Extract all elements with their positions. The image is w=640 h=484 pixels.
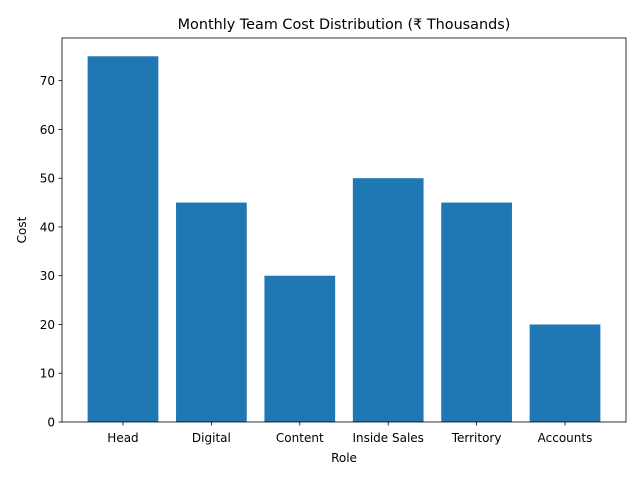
y-tick-label: 10: [40, 367, 55, 381]
y-axis-label: Cost: [15, 216, 29, 243]
y-tick-label: 20: [40, 318, 55, 332]
y-tick-label: 0: [47, 416, 55, 430]
axes-frame: [61, 37, 627, 423]
x-tick-label: Territory: [451, 431, 502, 445]
y-tick-label: 60: [40, 123, 55, 137]
bar-content: [264, 275, 336, 422]
bar-accounts: [529, 324, 601, 422]
x-tick-label: Head: [107, 431, 138, 445]
bar-head: [87, 56, 159, 423]
x-tick-label: Inside Sales: [352, 431, 423, 445]
bar-inside-sales: [352, 178, 424, 422]
x-tick-label: Accounts: [538, 431, 593, 445]
y-tick-label: 40: [40, 220, 55, 234]
y-tick-label: 70: [40, 74, 55, 88]
x-axis-label: Role: [331, 451, 357, 465]
chart-title: Monthly Team Cost Distribution (₹ Thousa…: [178, 17, 511, 33]
bar-territory: [441, 202, 512, 422]
x-tick-label: Digital: [192, 431, 231, 445]
bar-digital: [176, 202, 247, 422]
y-tick-label: 30: [40, 269, 55, 283]
x-tick-label: Content: [276, 431, 324, 445]
y-tick-label: 50: [40, 172, 55, 186]
